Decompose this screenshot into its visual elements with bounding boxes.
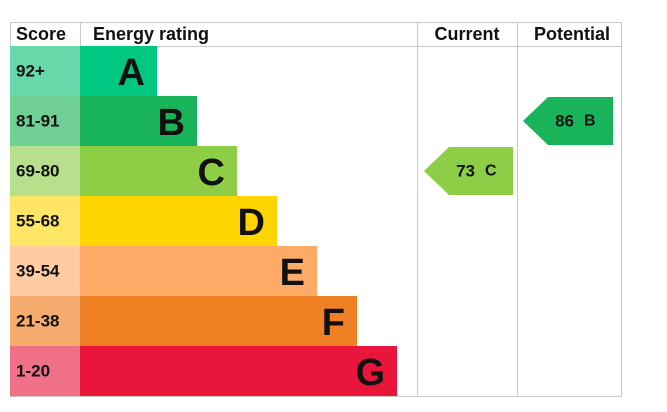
potential-arrow <box>523 97 613 145</box>
score-cell <box>10 196 80 246</box>
score-cell <box>10 96 80 146</box>
rating-letter: B <box>158 102 185 144</box>
score-range: 39-54 <box>16 262 60 281</box>
score-range: 1-20 <box>16 362 50 381</box>
score-cell <box>10 146 80 196</box>
rating-letter: C <box>198 152 225 194</box>
score-cell <box>10 246 80 296</box>
rating-letter: E <box>280 252 305 294</box>
score-range: 92+ <box>16 62 45 81</box>
rating-letter: F <box>322 302 345 344</box>
score-range: 21-38 <box>16 312 59 331</box>
score-range: 69-80 <box>16 162 59 181</box>
score-cell <box>10 46 80 96</box>
header-rating: Energy rating <box>93 24 209 44</box>
potential-score: 86 <box>555 112 574 131</box>
score-cell <box>10 346 80 396</box>
rating-letter: G <box>355 352 385 394</box>
score-cell <box>10 296 80 346</box>
rating-bar <box>80 46 157 96</box>
potential-letter: B <box>584 113 596 130</box>
rating-bar <box>80 146 237 196</box>
header-potential: Potential <box>534 24 610 44</box>
rating-bar <box>80 196 277 246</box>
current-score: 73 <box>456 162 475 181</box>
rating-letter: D <box>238 202 265 244</box>
score-range: 81-91 <box>16 112 59 131</box>
score-range: 55-68 <box>16 212 59 231</box>
header-current: Current <box>434 24 499 44</box>
rating-letter: A <box>118 52 145 94</box>
header-score: Score <box>16 24 66 44</box>
current-letter: C <box>485 163 497 180</box>
rating-bar <box>80 296 357 346</box>
rating-bar <box>80 346 397 396</box>
rating-bar <box>80 246 317 296</box>
rating-bar <box>80 96 197 146</box>
current-arrow <box>424 147 513 195</box>
